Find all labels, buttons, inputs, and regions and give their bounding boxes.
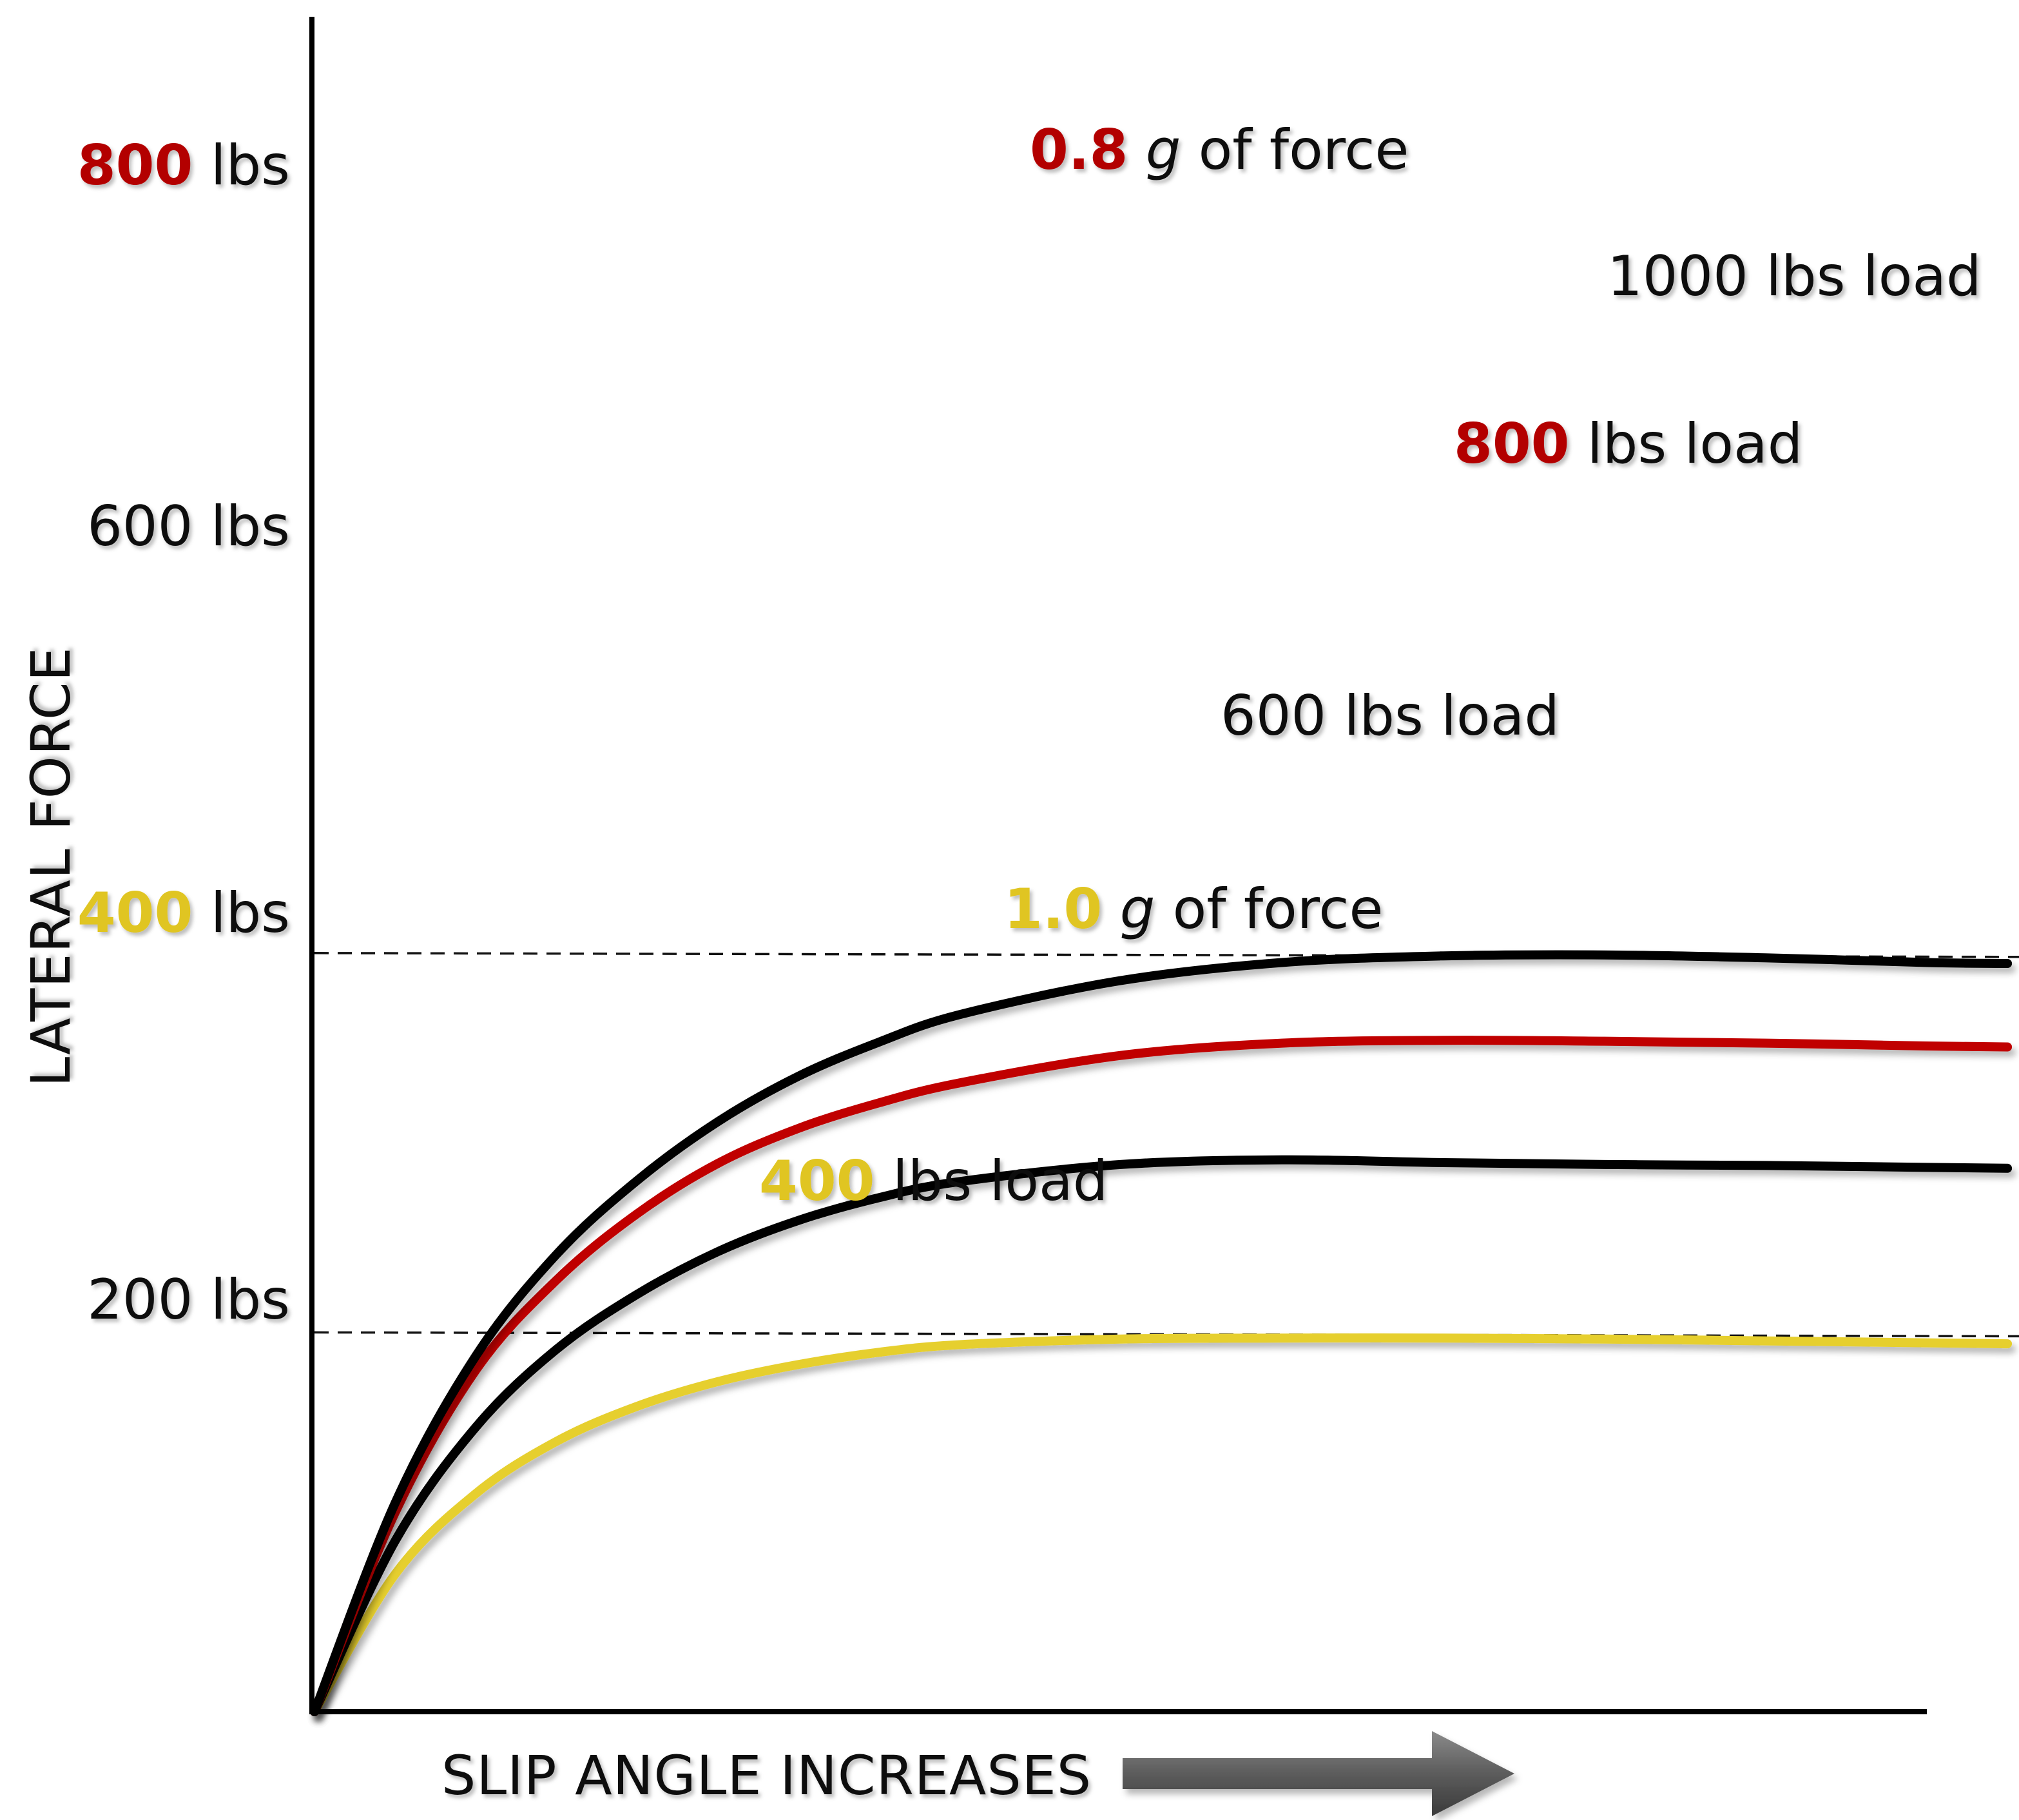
y-tick-label-200: 200 lbs [87,1268,290,1332]
series-label-600-lbs: 600 lbs load [1221,684,1560,748]
reference-lines [314,952,2019,1338]
y-tick-labels: 800 lbs 600 lbs 400 lbs 200 lbs [77,133,290,1332]
y-tick-label-800: 800 lbs [77,133,290,198]
x-direction-arrow-icon [1123,1731,1514,1816]
annotations: 0.8 g of force 1.0 g of force 1000 lbs loa… [759,118,1982,1214]
series-line-1000-lbs [310,950,2013,1716]
series-curves [310,950,2013,1716]
series-line-400-lbs [310,1333,2013,1716]
reference-label-1-0g: 1.0 g of force [1004,877,1383,942]
series-label-400-lbs: 400 lbs load [759,1149,1108,1214]
reference-label-0-8g: 0.8 g of force [1030,118,1409,182]
series-line-600-lbs [310,1155,2013,1716]
y-axis-title: LATERAL FORCE [19,646,82,1087]
reference-line-1-0g [314,1331,2019,1338]
series-line-800-lbs [310,1036,2013,1716]
series-label-800-lbs: 800 lbs load [1454,412,1802,476]
series-label-1000-lbs: 1000 lbs load [1607,244,1982,309]
x-axis-title: SLIP ANGLE INCREASES [441,1744,1092,1807]
y-tick-label-600: 600 lbs [87,494,290,559]
y-tick-label-400: 400 lbs [77,881,290,945]
